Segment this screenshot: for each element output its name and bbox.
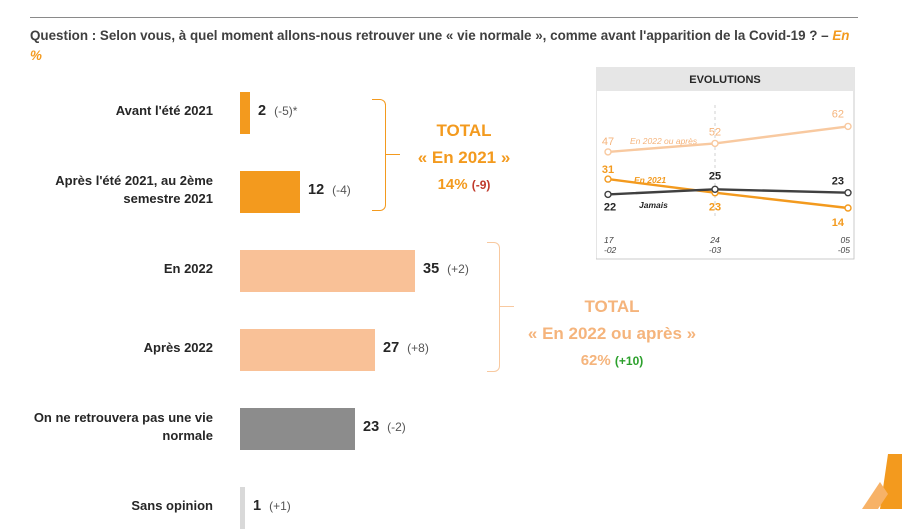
- bar-change-label: (+2): [447, 262, 469, 276]
- brace-tick: [500, 306, 514, 308]
- brace-en-2022: [487, 242, 500, 372]
- bar-value-label: 27 (+8): [383, 340, 429, 356]
- bar-change-label: (+1): [269, 499, 291, 513]
- total-en-2022-ou-apres: TOTAL « En 2022 ou après » 62% (+10): [527, 297, 697, 369]
- series-point: [711, 139, 719, 148]
- point-value-label: 47: [602, 136, 614, 148]
- bar: [240, 250, 415, 292]
- category-label: Sans opinion: [131, 498, 213, 513]
- evolution-title: EVOLUTIONS: [689, 74, 761, 86]
- point-value-label: 31: [602, 164, 614, 176]
- series-name-label: En 2022 ou après: [630, 136, 698, 146]
- bar-change-label: (+8): [407, 341, 429, 355]
- bar-change-label: (-2): [387, 420, 406, 434]
- bar: [240, 329, 375, 371]
- category-label: En 2022: [163, 261, 213, 276]
- bar-value-label: 23 (-2): [363, 419, 406, 435]
- evolution-chart: EVOLUTIONS 47 52 62 31 23 14 22 25 23 En 2022 ou a…: [596, 67, 855, 260]
- point-value-label: 25: [709, 170, 721, 182]
- series-point: [711, 185, 719, 194]
- series-name-label: Jamais: [639, 200, 668, 210]
- brace-en-2021: [372, 99, 386, 211]
- x-tick-label: -05: [838, 245, 851, 255]
- bar: [240, 92, 250, 134]
- category-label: Après 2022: [143, 340, 213, 355]
- series-name-label: En 2021: [634, 175, 666, 185]
- series-point: [844, 122, 852, 131]
- point-value-label: 22: [604, 201, 616, 213]
- bar-change-label: (-4): [332, 183, 351, 197]
- x-tick-label: -03: [709, 245, 722, 255]
- question-text: Question : Selon vous, à quel moment all…: [30, 28, 850, 63]
- series-point: [604, 175, 612, 183]
- bar: [240, 487, 245, 529]
- x-tick-label: -02: [604, 245, 617, 255]
- category-label: Après l'été 2021, au 2ème semestre 2021: [55, 173, 213, 206]
- x-tick-label: 05: [841, 235, 851, 245]
- point-value-label: 52: [709, 126, 721, 138]
- series-point: [604, 190, 612, 199]
- point-value-label: 62: [832, 108, 844, 120]
- bar: [240, 171, 300, 213]
- bar-value-label: 12 (-4): [308, 182, 351, 198]
- bar-value-label: 35 (+2): [423, 261, 469, 277]
- series-point: [844, 188, 852, 197]
- x-tick-label: 17: [604, 235, 614, 245]
- series-point: [844, 204, 852, 212]
- bar-value-label: 1 (+1): [253, 498, 291, 514]
- evolution-header: [596, 67, 854, 91]
- bar: [240, 408, 355, 450]
- point-value-label: 23: [709, 202, 721, 214]
- evolution-frame: [596, 67, 855, 260]
- series-point: [604, 148, 612, 156]
- point-value-label: 23: [832, 176, 844, 188]
- point-value-label: 14: [832, 217, 845, 229]
- category-label: On ne retrouvera pas une vie normale: [33, 410, 213, 443]
- bar-value-label: 2 (-5)*: [258, 103, 298, 119]
- brace-tick: [386, 154, 400, 156]
- top-rule: [30, 17, 858, 18]
- total-en-2021: TOTAL « En 2021 » 14% (-9): [417, 121, 511, 193]
- category-label: Avant l'été 2021: [115, 103, 213, 118]
- bar-change-label: (-5)*: [274, 104, 298, 118]
- x-tick-label: 24: [709, 235, 720, 245]
- brand-logo-icon: [862, 454, 902, 509]
